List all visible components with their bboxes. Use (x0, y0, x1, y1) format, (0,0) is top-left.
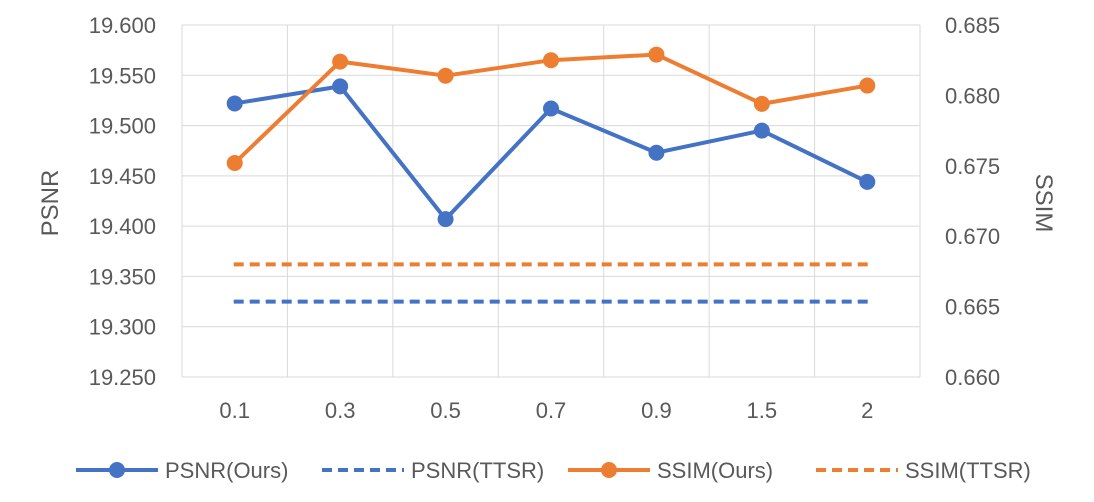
x-axis-ticks: 0.1 0.3 0.5 0.7 0.9 1.5 2 (219, 398, 873, 423)
data-point (226, 154, 243, 171)
legend: PSNR(Ours) PSNR(TTSR) SSIM(Ours) SSIM(TTSR) (76, 458, 1031, 483)
legend-marker (109, 462, 125, 478)
data-point (648, 46, 665, 63)
right-tick-label: 0.685 (945, 13, 1000, 38)
data-point (859, 77, 876, 94)
right-axis-ticks: 0.660 0.665 0.670 0.675 0.680 0.685 (945, 13, 1000, 390)
x-tick-label: 0.7 (536, 398, 567, 423)
right-tick-label: 0.660 (945, 365, 1000, 390)
right-axis-title: SSIM (1030, 174, 1057, 233)
data-point (332, 53, 349, 70)
legend-marker (601, 462, 617, 478)
data-point (859, 173, 876, 190)
x-tick-label: 2 (861, 398, 873, 423)
x-tick-label: 0.3 (325, 398, 356, 423)
data-point (226, 95, 243, 112)
left-tick-label: 19.300 (89, 315, 156, 340)
series-layer (226, 46, 876, 304)
data-point (543, 52, 559, 69)
left-tick-label: 19.550 (89, 63, 156, 88)
x-tick-label: 0.5 (430, 398, 461, 423)
left-tick-label: 19.350 (89, 264, 156, 289)
left-tick-label: 19.500 (89, 114, 156, 139)
right-tick-label: 0.665 (945, 295, 1000, 320)
data-point (648, 144, 665, 161)
legend-label: SSIM(TTSR) (905, 458, 1031, 483)
data-point (753, 122, 770, 139)
x-tick-label: 0.9 (641, 398, 672, 423)
right-tick-label: 0.680 (945, 83, 1000, 108)
x-tick-label: 1.5 (747, 398, 778, 423)
legend-label: SSIM(Ours) (657, 458, 773, 483)
left-axis-title: PSNR (37, 170, 64, 237)
left-tick-label: 19.600 (89, 13, 156, 38)
left-axis-ticks: 19.250 19.300 19.350 19.400 19.450 19.500 19.5… (89, 13, 156, 390)
left-tick-label: 19.250 (89, 365, 156, 390)
left-tick-label: 19.400 (89, 214, 156, 239)
grid (181, 24, 921, 378)
data-point (332, 78, 349, 95)
data-point (543, 100, 559, 117)
data-point (437, 211, 454, 228)
data-point (753, 95, 770, 112)
right-tick-label: 0.670 (945, 224, 1000, 249)
x-tick-label: 0.1 (219, 398, 250, 423)
legend-label: PSNR(Ours) (165, 458, 288, 483)
data-point (437, 67, 454, 84)
left-tick-label: 19.450 (89, 164, 156, 189)
legend-label: PSNR(TTSR) (411, 458, 544, 483)
right-tick-label: 0.675 (945, 154, 1000, 179)
